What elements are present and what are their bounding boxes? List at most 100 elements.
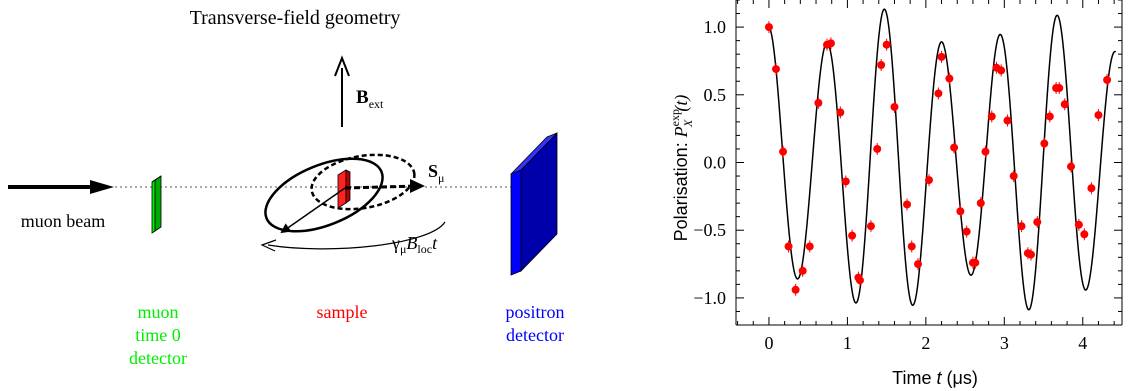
x-tick-label: 4 (1078, 333, 1087, 353)
data-point (772, 65, 781, 74)
precession-orbit-ellipse (264, 157, 384, 233)
precession-gamma: γ (391, 233, 400, 253)
field-label-subscript: ext (369, 97, 384, 111)
svg-text:γμBloct: γμBloct (391, 233, 438, 256)
polarisation-chart: 0 1 2 3 4 −1.0 −0.5 0.0 0.5 1.0 Time t (μs) Pola… (668, 0, 1123, 388)
data-point (798, 266, 807, 275)
sample-label: sample (317, 302, 368, 322)
data-point (1067, 162, 1076, 171)
svg-text:detector: detector (129, 348, 187, 368)
data-point (873, 144, 882, 153)
y-tick-label: 0.0 (704, 153, 727, 173)
precession-b: B (406, 233, 417, 253)
data-point (826, 39, 835, 48)
data-point (841, 177, 850, 186)
data-point (937, 52, 946, 61)
precession-gamma-subscript: μ (400, 242, 406, 256)
data-point (805, 242, 814, 251)
data-point (1094, 111, 1103, 120)
data-point (925, 176, 933, 185)
svg-text:Sμ: Sμ (428, 161, 444, 185)
positron-detector (510, 132, 558, 276)
data-point (814, 98, 823, 107)
x-tick-label: 2 (921, 333, 930, 353)
data-point (1055, 84, 1064, 93)
data-point (1087, 184, 1096, 193)
svg-text:time 0: time 0 (135, 325, 181, 345)
data-point (791, 285, 800, 294)
data-point (779, 147, 788, 156)
svg-text:positron: positron (505, 302, 564, 322)
data-point (848, 231, 857, 240)
x-tick-label: 1 (843, 333, 852, 353)
data-point (981, 147, 990, 156)
spin-label: S (428, 161, 438, 181)
data-point (997, 66, 1006, 75)
data-point (1040, 139, 1049, 148)
data-point (764, 23, 773, 32)
field-label: B (356, 87, 369, 108)
x-tick-labels: 0 1 2 3 4 (764, 333, 1087, 353)
data-point (987, 112, 996, 121)
data-point (1026, 250, 1035, 259)
y-tick-label: −1.0 (693, 288, 726, 308)
data-point (903, 200, 912, 209)
svg-text:detector: detector (506, 325, 564, 345)
data-point (836, 108, 845, 117)
data-point (956, 207, 965, 216)
x-axis-label: Time t (μs) (892, 368, 978, 388)
muon-beam-label: muon beam (21, 211, 105, 231)
external-field-arrow (334, 55, 350, 127)
data-point (907, 242, 916, 251)
data-point (1009, 172, 1018, 181)
y-tick-label: 1.0 (704, 17, 727, 37)
data-point (1003, 116, 1012, 125)
data-point (890, 102, 899, 111)
data-point (934, 89, 943, 98)
data-point (784, 242, 793, 251)
y-tick-label: 0.5 (704, 85, 727, 105)
y-tick-labels: −1.0 −0.5 0.0 0.5 1.0 (693, 17, 726, 308)
svg-text:muon: muon (137, 302, 178, 322)
x-tick-label: 3 (1000, 333, 1009, 353)
data-point (1060, 100, 1069, 109)
muon-detector-label: muon time 0 detector (129, 302, 187, 368)
diagram-title: Transverse-field geometry (190, 7, 401, 29)
precession-b-subscript: loc (417, 242, 432, 256)
precession-t: t (432, 233, 438, 253)
data-point (950, 143, 959, 152)
precession-sweep-arrowhead (260, 239, 277, 252)
data-point (914, 260, 923, 269)
data-point (976, 199, 985, 208)
data-point (962, 227, 971, 236)
axis-ticks (736, 0, 1122, 326)
muon-start-detector (151, 175, 162, 234)
data-point (1074, 220, 1083, 229)
data-point (971, 258, 980, 267)
precession-orbit-dashed-ellipse (310, 153, 416, 211)
geometry-diagram: Transverse-field geometry muon beam Bext (8, 7, 565, 368)
x-tick-label: 0 (764, 333, 773, 353)
precession-sweep-arc (267, 221, 446, 250)
data-point (1080, 230, 1089, 239)
data-point (866, 222, 875, 231)
data-point (877, 61, 886, 69)
spin-vector (344, 184, 419, 190)
data-points (764, 21, 1112, 296)
data-point (1017, 222, 1026, 231)
data-point (855, 276, 864, 285)
precessing-spin-vector (280, 187, 346, 234)
svg-text:Bext: Bext (356, 87, 384, 111)
spin-vector-head (410, 179, 425, 193)
spin-label-subscript: μ (438, 171, 444, 185)
data-point (1045, 112, 1054, 121)
data-point (945, 74, 954, 83)
data-point (1103, 75, 1112, 84)
y-axis-label: Polarisation: PexpX(t) (668, 95, 695, 242)
muon-beam-arrow (8, 180, 114, 194)
data-point (882, 40, 891, 49)
y-tick-label: −0.5 (693, 220, 726, 240)
data-point (1033, 218, 1042, 227)
positron-detector-label: positron detector (505, 302, 564, 345)
